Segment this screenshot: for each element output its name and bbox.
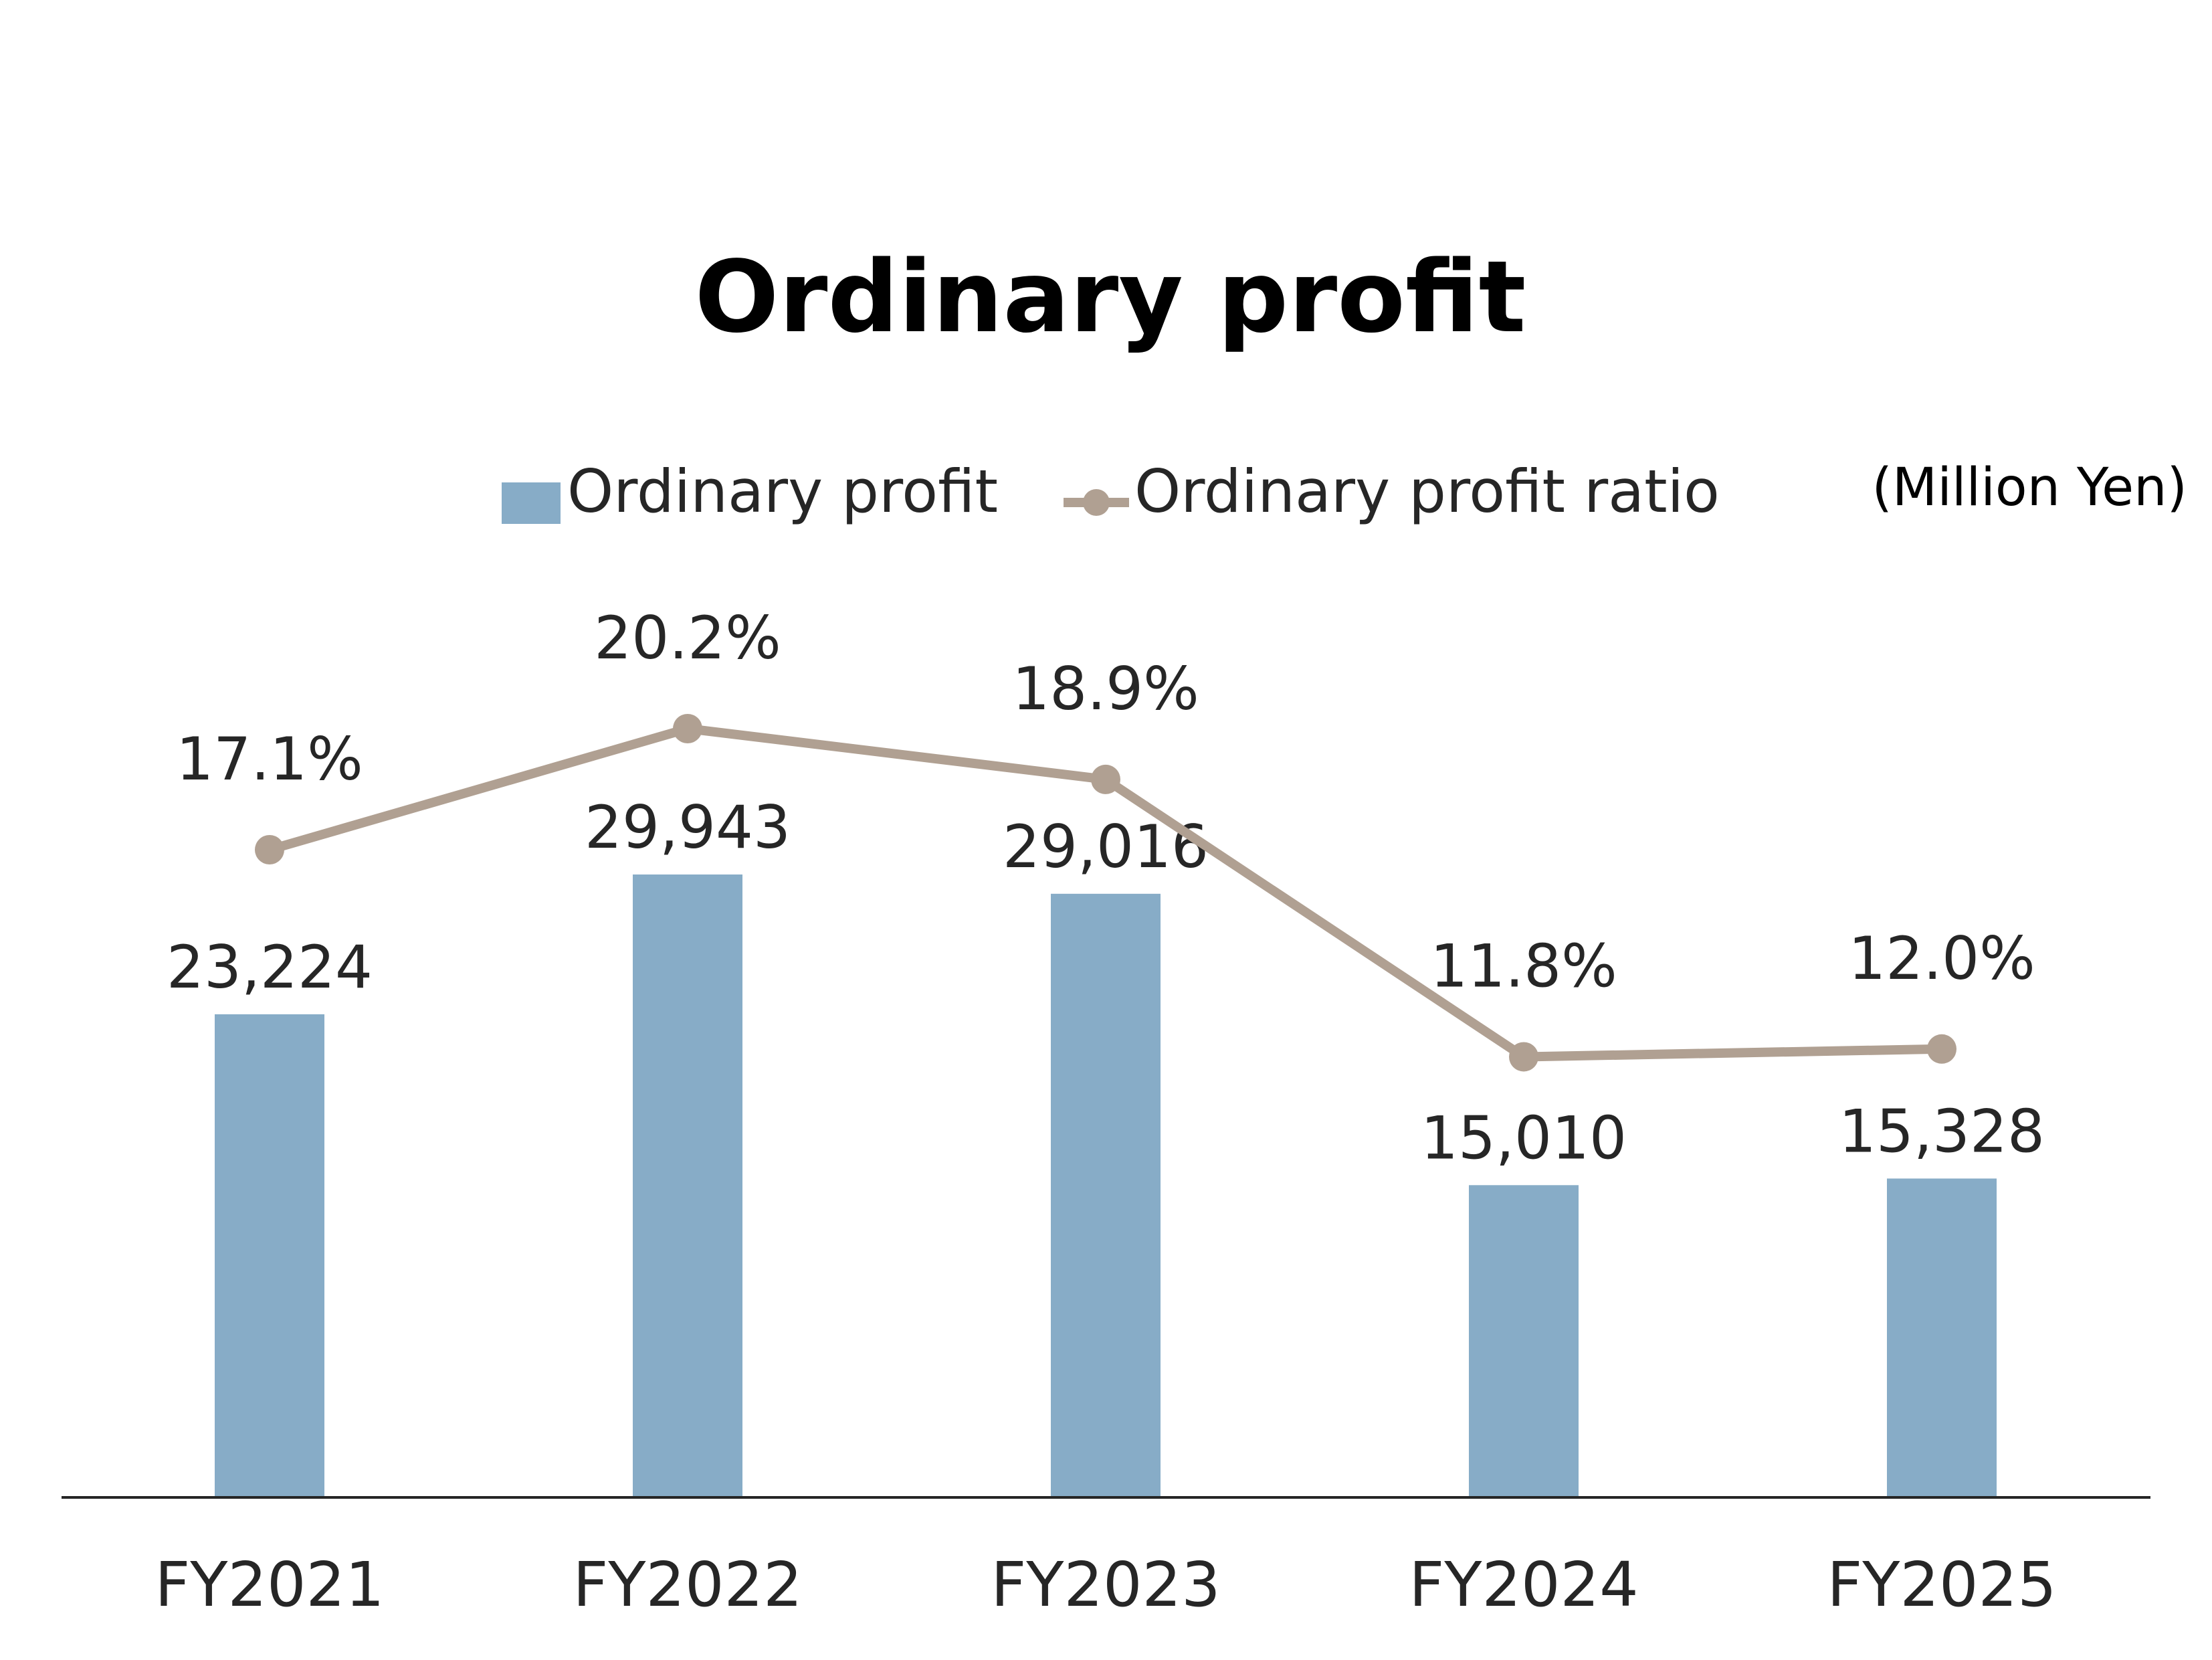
ratio-value-label-fy2024: 11.8% [1430, 931, 1617, 1000]
legend-marker-ordinary-profit-ratio [1083, 489, 1110, 516]
ratio-marker-fy2023 [1091, 764, 1120, 794]
ratio-value-label-fy2022: 20.2% [594, 604, 781, 672]
x-tick-label-fy2021: FY2021 [155, 1549, 384, 1621]
bar-value-label-fy2024: 15,010 [1421, 1103, 1627, 1172]
legend: Ordinary profit Ordinary profit ratio (M… [502, 457, 2187, 526]
ratio-marker-fy2025 [1927, 1034, 1956, 1064]
x-tick-label-fy2025: FY2025 [1827, 1549, 2056, 1621]
ratio-marker-fy2022 [673, 713, 702, 743]
x-tick-label-fy2023: FY2023 [991, 1549, 1220, 1621]
bar-fy2024 [1469, 1185, 1579, 1497]
x-tick-label-fy2022: FY2022 [573, 1549, 802, 1621]
legend-swatch-ordinary-profit [502, 482, 561, 524]
ratio-value-label-fy2023: 18.9% [1012, 654, 1199, 723]
ratio-marker-fy2021 [255, 835, 284, 864]
bar-value-label-fy2022: 29,943 [585, 793, 791, 862]
chart-title: Ordinary profit [695, 240, 1526, 355]
bar-fy2022 [633, 874, 742, 1497]
ratio-line-group [255, 713, 1956, 1072]
bar-value-label-fy2021: 23,224 [167, 933, 373, 1002]
legend-label-ordinary-profit: Ordinary profit [567, 457, 998, 526]
ratio-labels-group: 17.1% 20.2% 18.9% 11.8% 12.0% [176, 604, 2035, 1000]
ratio-marker-fy2024 [1509, 1042, 1538, 1072]
bar-value-label-fy2025: 15,328 [1839, 1097, 2045, 1166]
bar-fy2023 [1051, 893, 1161, 1497]
bar-fy2021 [215, 1014, 324, 1497]
legend-label-ordinary-profit-ratio: Ordinary profit ratio [1134, 457, 1720, 526]
ratio-value-label-fy2025: 12.0% [1848, 924, 2035, 993]
bar-fy2025 [1887, 1178, 1997, 1497]
x-tick-labels-group: FY2021 FY2022 FY2023 FY2024 FY2025 [155, 1549, 2056, 1621]
unit-label: (Million Yen) [1872, 458, 2187, 518]
x-tick-label-fy2024: FY2024 [1409, 1549, 1638, 1621]
ratio-value-label-fy2021: 17.1% [176, 725, 363, 794]
bars-group [215, 874, 1997, 1497]
